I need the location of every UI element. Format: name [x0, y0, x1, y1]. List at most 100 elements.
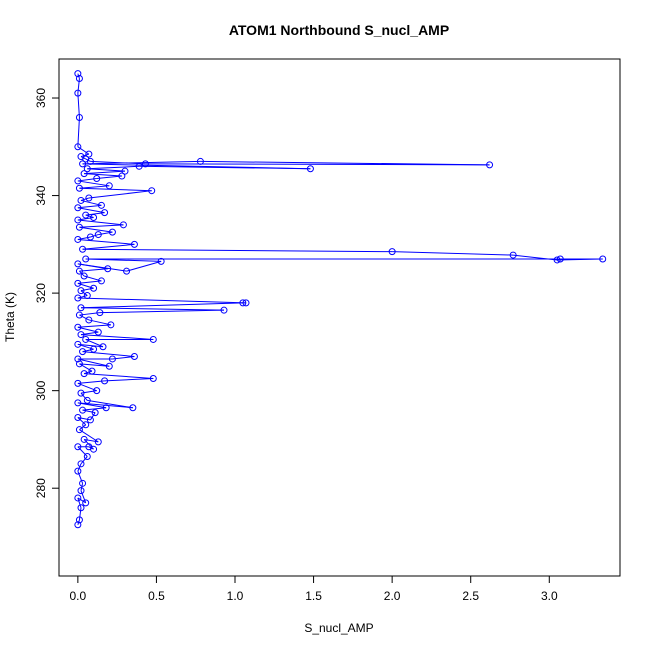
- series-segment: [112, 356, 135, 360]
- series-segment: [80, 290, 88, 296]
- series-segment: [126, 260, 162, 272]
- series-segment: [77, 117, 80, 147]
- x-tick-label: 1.5: [305, 589, 322, 603]
- data-point: [107, 321, 115, 329]
- series-segment: [87, 165, 140, 170]
- series-segment: [77, 238, 135, 245]
- data-point: [96, 309, 104, 317]
- series-segment: [79, 363, 93, 372]
- data-point: [86, 233, 94, 241]
- y-tick-label: 340: [34, 185, 48, 205]
- data-point: [486, 161, 494, 169]
- data-point: [108, 228, 116, 236]
- data-point: [83, 165, 91, 173]
- series-segment: [77, 207, 105, 214]
- series-segment: [79, 268, 108, 272]
- data-point: [74, 323, 82, 331]
- data-point: [74, 467, 82, 475]
- data-point: [77, 389, 85, 397]
- y-tick-label: 320: [34, 283, 48, 303]
- data-point: [83, 453, 91, 461]
- data-point: [77, 331, 85, 339]
- series-segment: [83, 370, 93, 375]
- data-point: [79, 160, 87, 168]
- series-segment: [104, 377, 154, 382]
- series-segment: [77, 380, 105, 384]
- data-point: [77, 460, 85, 468]
- data-point: [74, 235, 82, 243]
- data-point: [108, 355, 116, 363]
- series-segment: [77, 180, 110, 187]
- data-point: [97, 277, 105, 285]
- data-point: [85, 194, 93, 202]
- data-point: [82, 255, 90, 263]
- data-point: [196, 157, 204, 165]
- data-point: [74, 279, 82, 287]
- data-point: [93, 174, 101, 182]
- series-segment: [145, 163, 490, 166]
- y-tick-label: 360: [34, 88, 48, 108]
- data-point: [82, 421, 90, 429]
- series-segment: [77, 297, 247, 304]
- series-segment: [77, 263, 127, 272]
- series-segment: [77, 219, 124, 226]
- y-tick-label: 300: [34, 380, 48, 400]
- data-point: [77, 153, 85, 161]
- series-segment: [80, 334, 154, 340]
- plot-frame: [58, 58, 621, 577]
- series-segment: [80, 456, 88, 465]
- data-point: [75, 184, 83, 192]
- series-segment: [77, 326, 99, 333]
- series-segment: [80, 307, 225, 311]
- data-point: [79, 479, 87, 487]
- data-point: [82, 499, 90, 507]
- series-segment: [79, 429, 99, 443]
- series-segment: [98, 231, 113, 236]
- series-segment: [87, 168, 126, 172]
- data-point: [79, 245, 87, 253]
- x-axis-label: S_nucl_AMP: [304, 621, 373, 635]
- data-point: [74, 216, 82, 224]
- data-point: [130, 353, 138, 361]
- data-point: [75, 267, 83, 275]
- data-point: [75, 75, 83, 83]
- data-point: [94, 231, 102, 239]
- data-point: [75, 311, 83, 319]
- x-tick-label: 0.5: [148, 589, 165, 603]
- series-segment: [79, 185, 110, 189]
- chart-title: ATOM1 Northbound S_nucl_AMP: [229, 22, 449, 38]
- series-segment: [557, 258, 603, 261]
- series-segment: [77, 417, 87, 426]
- series-segment: [392, 251, 514, 256]
- data-point: [77, 196, 85, 204]
- data-point: [83, 396, 91, 404]
- data-point: [74, 89, 82, 97]
- series-segment: [77, 343, 104, 348]
- series-segment: [513, 254, 558, 261]
- x-tick-label: 0.0: [70, 589, 87, 603]
- series-segment: [82, 160, 201, 165]
- data-point: [74, 413, 82, 421]
- series-segment: [77, 470, 84, 484]
- series-segment: [82, 348, 94, 353]
- data-point: [149, 335, 157, 343]
- series-segment: [84, 170, 126, 175]
- series-segment: [77, 146, 90, 155]
- data-point: [77, 504, 85, 512]
- data-point: [556, 255, 564, 263]
- series-segment: [80, 153, 90, 158]
- series-segment: [78, 507, 82, 520]
- data-point: [118, 172, 126, 180]
- data-point: [94, 328, 102, 336]
- data-point: [77, 304, 85, 312]
- series-segment: [80, 483, 84, 491]
- data-point: [74, 177, 82, 185]
- data-point: [74, 399, 82, 407]
- data-point: [157, 257, 165, 265]
- data-point: [80, 435, 88, 443]
- data-point: [90, 345, 98, 353]
- series-segment: [82, 351, 135, 358]
- series-segment: [96, 175, 122, 179]
- data-point: [239, 299, 247, 307]
